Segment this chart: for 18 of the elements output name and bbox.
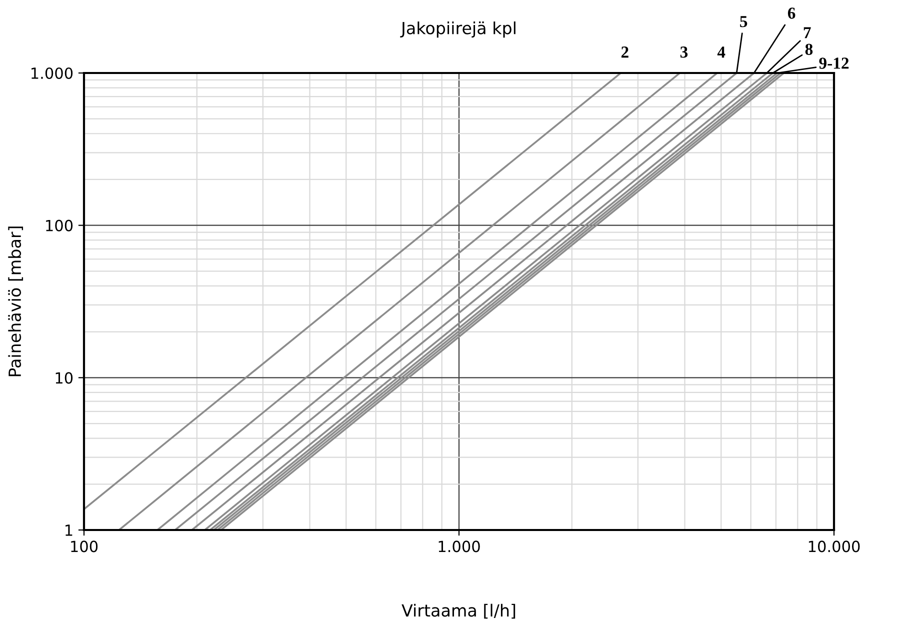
text: 7 [804,27,811,38]
y-tick-label: 100 [46,220,73,232]
y-tick-label: 1.000 [32,67,73,80]
x-tick-label: 1.000 [438,540,480,552]
series-label: 4 [717,46,726,58]
series-label: 3 [680,46,688,58]
x-tick-label: 10.000 [808,540,860,552]
text: 6 [788,8,796,19]
series-label: 2 [621,46,628,58]
y-axis-title: Painehäviö [mbar] [8,226,24,376]
text: 5 [740,16,748,28]
text: 9-12 [819,58,849,69]
x-tick-label: 100 [71,540,98,552]
text: 8 [805,44,813,55]
y-tick-label: 10 [56,372,73,384]
x-axis-title: Virtaama [l/h] [402,604,516,619]
y-tick-label: 1 [66,524,72,536]
chart-title: Jakopiirejä kpl [400,21,516,38]
